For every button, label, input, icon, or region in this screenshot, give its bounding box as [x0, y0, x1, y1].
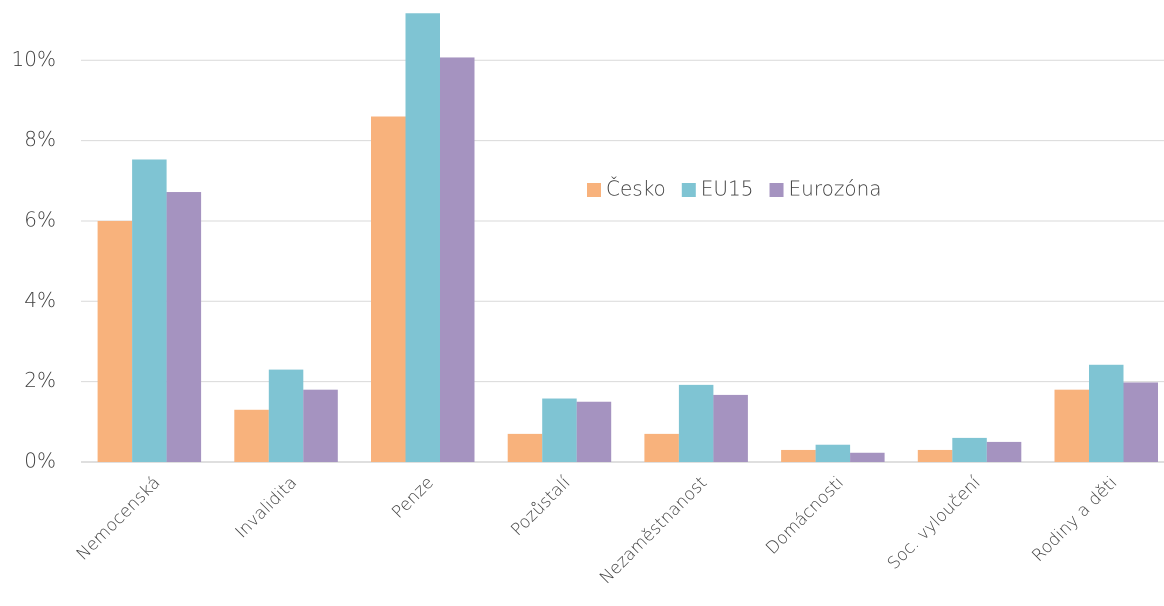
bar [850, 452, 885, 462]
bar [234, 409, 269, 462]
legend-swatch [681, 183, 696, 197]
y-tick-label: 2% [24, 368, 56, 392]
bar [1089, 364, 1124, 462]
x-tick-label: Nemocenská [73, 473, 165, 565]
bar [1123, 382, 1158, 462]
bar [644, 433, 679, 462]
y-tick-label: 8% [24, 127, 56, 151]
legend-swatch [769, 183, 784, 197]
bar [952, 437, 987, 462]
bar [576, 401, 612, 462]
x-tick-label: Soc. vyloučení [884, 473, 985, 574]
bar [713, 394, 748, 462]
y-tick-label: 6% [24, 207, 56, 231]
x-tick-label: Rodiny a děti [1028, 473, 1121, 566]
bar [97, 220, 133, 462]
bar [132, 159, 167, 463]
bar [815, 444, 851, 462]
y-tick-label: 4% [24, 288, 56, 312]
bar [440, 57, 475, 462]
legend-label: Eurozóna [789, 177, 882, 201]
bar [542, 398, 577, 462]
y-tick-label: 0% [24, 449, 56, 473]
bar [917, 449, 953, 462]
bar [371, 116, 406, 463]
x-tick-label: Pozůstalí [507, 473, 574, 540]
legend-swatch [587, 183, 601, 197]
x-tick-label: Domácnosti [762, 473, 848, 559]
bar [303, 389, 338, 462]
bar [1054, 389, 1089, 462]
legend-label: Česko [606, 177, 666, 201]
bar [678, 384, 714, 462]
bar [986, 441, 1022, 462]
y-tick-label: 10% [12, 47, 56, 71]
x-tick-label: Penze [388, 473, 438, 523]
bar [781, 449, 816, 462]
bar [166, 192, 202, 462]
bar [507, 433, 543, 462]
bar [405, 13, 440, 463]
x-tick-label: Invalidita [232, 473, 302, 543]
legend-label: EU15 [701, 177, 754, 201]
bar [268, 369, 304, 462]
x-tick-label: Nezaměstnanost [596, 473, 711, 588]
